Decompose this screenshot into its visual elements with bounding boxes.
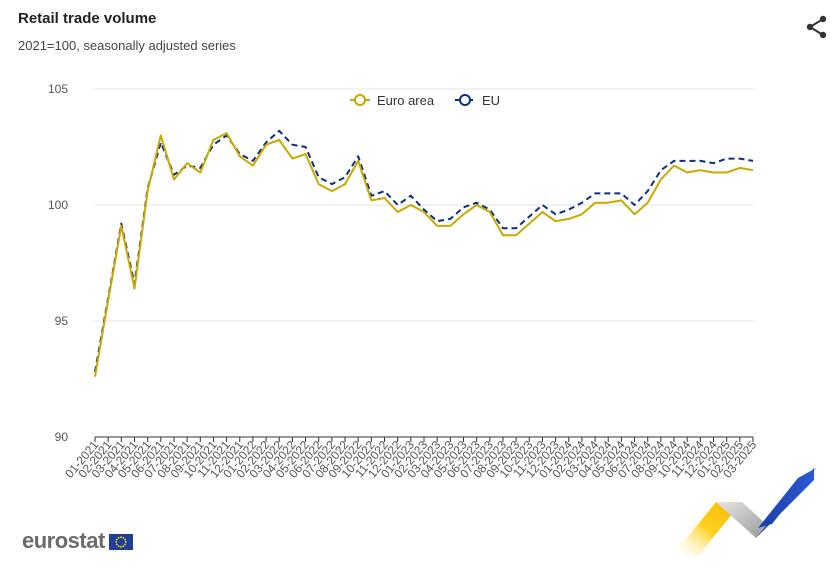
legend-marker bbox=[459, 94, 471, 106]
chart-subtitle: 2021=100, seasonally adjusted series bbox=[18, 38, 236, 53]
legend-marker bbox=[354, 94, 366, 106]
series-line-0[interactable] bbox=[94, 132, 754, 377]
eurostat-logo[interactable]: eurostat bbox=[22, 528, 133, 554]
logo-text: eurostat bbox=[22, 528, 105, 553]
legend-item[interactable]: Euro area bbox=[350, 93, 435, 108]
x-axis-ticks: 01-202102-202103-202104-202105-202106-20… bbox=[62, 437, 760, 481]
legend: Euro area EU bbox=[350, 93, 500, 108]
series-line-1[interactable] bbox=[94, 129, 754, 373]
decorative-ribbon-graphic bbox=[672, 468, 816, 556]
y-tick-label: 100 bbox=[48, 198, 68, 212]
y-tick-label: 105 bbox=[48, 82, 68, 96]
series-lines bbox=[94, 129, 754, 377]
share-icon[interactable] bbox=[804, 14, 830, 40]
line-chart: 90 95 100 105 01-202102-202103-202104-20210… bbox=[48, 82, 760, 481]
y-axis-ticks: 90 95 100 105 bbox=[48, 82, 68, 444]
gridlines bbox=[95, 88, 753, 438]
chart-title: Retail trade volume bbox=[18, 10, 157, 27]
legend-label: EU bbox=[482, 93, 500, 108]
eu-flag-icon bbox=[108, 534, 133, 550]
y-tick-label: 95 bbox=[55, 314, 69, 328]
y-tick-label: 90 bbox=[55, 430, 69, 444]
legend-label: Euro area bbox=[377, 93, 435, 108]
legend-item[interactable]: EU bbox=[455, 93, 500, 108]
